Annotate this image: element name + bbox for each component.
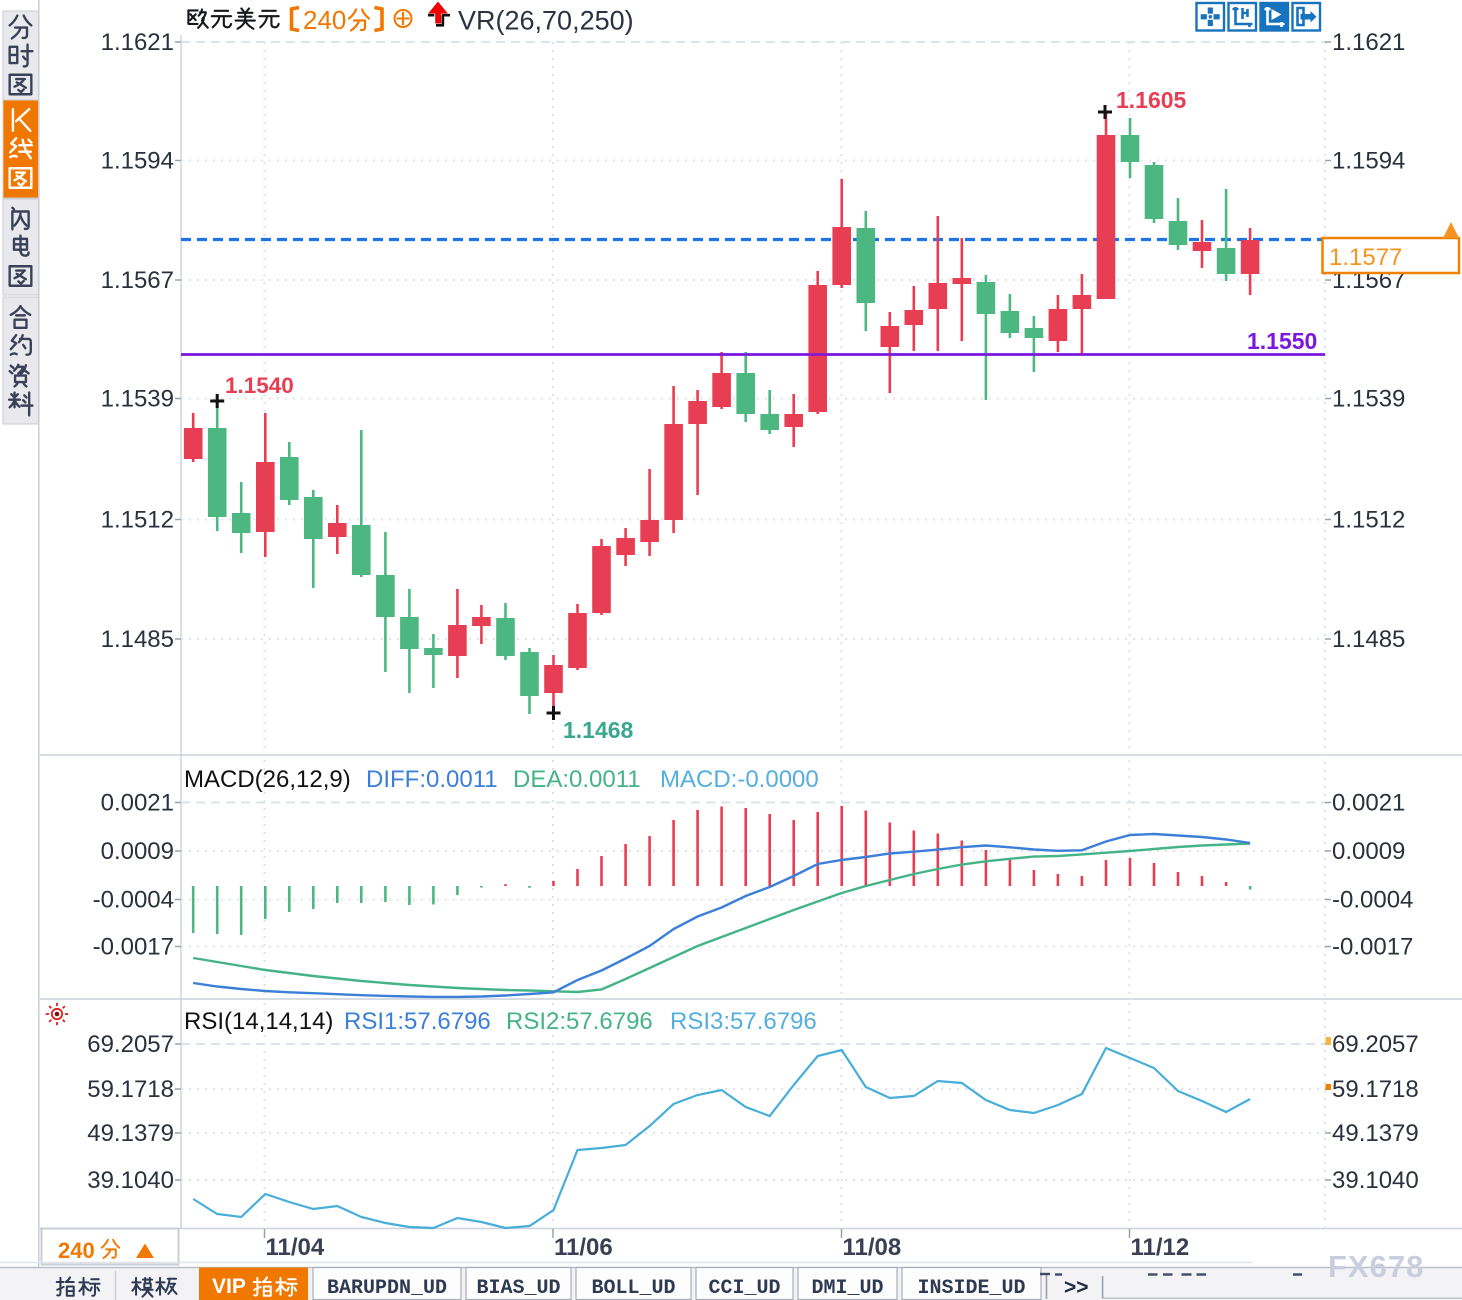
svg-text:-0.0017: -0.0017: [1332, 934, 1413, 961]
svg-text:RSI1:57.6796: RSI1:57.6796: [344, 1008, 491, 1035]
svg-text:69.2057: 69.2057: [1332, 1031, 1419, 1058]
svg-text:69.2057: 69.2057: [87, 1031, 174, 1058]
svg-text:MACD:-0.0000: MACD:-0.0000: [660, 766, 819, 793]
svg-text:-0.0004: -0.0004: [93, 887, 174, 914]
svg-text:MACD(26,12,9): MACD(26,12,9): [184, 766, 351, 793]
svg-text:>>: >>: [1064, 1276, 1089, 1299]
svg-text:0.0021: 0.0021: [1332, 790, 1405, 817]
svg-text:RSI3:57.6796: RSI3:57.6796: [670, 1008, 817, 1035]
svg-text:1.1567: 1.1567: [101, 267, 174, 294]
svg-text:11/08: 11/08: [843, 1234, 902, 1261]
svg-text:VIP: VIP: [212, 1275, 246, 1298]
svg-text:DMI_UD: DMI_UD: [811, 1277, 883, 1300]
svg-text:59.1718: 59.1718: [87, 1076, 174, 1103]
svg-text:49.1379: 49.1379: [87, 1120, 174, 1147]
svg-text:RSI(14,14,14): RSI(14,14,14): [184, 1008, 333, 1035]
svg-text:1.1605: 1.1605: [1116, 87, 1187, 113]
svg-text:BARUPDN_UD: BARUPDN_UD: [327, 1277, 447, 1300]
svg-text:1.1577: 1.1577: [1329, 244, 1402, 271]
svg-text:FX678: FX678: [1328, 1249, 1424, 1284]
svg-text:RSI2:57.6796: RSI2:57.6796: [506, 1008, 653, 1035]
svg-text:-0.0017: -0.0017: [93, 934, 174, 961]
svg-text:1.1539: 1.1539: [101, 386, 174, 413]
svg-text:1.1468: 1.1468: [563, 717, 634, 743]
svg-text:BOLL_UD: BOLL_UD: [591, 1277, 675, 1300]
svg-text:INSIDE_UD: INSIDE_UD: [917, 1277, 1025, 1300]
svg-text:0.0009: 0.0009: [1332, 838, 1405, 865]
svg-text:59.1718: 59.1718: [1332, 1076, 1419, 1103]
svg-text:1.1594: 1.1594: [101, 148, 174, 175]
svg-text:-0.0004: -0.0004: [1332, 887, 1413, 914]
svg-text:240: 240: [303, 5, 346, 35]
svg-text:11/04: 11/04: [266, 1234, 325, 1261]
svg-text:240: 240: [58, 1238, 95, 1263]
svg-text:39.1040: 39.1040: [1332, 1167, 1419, 1194]
svg-text:49.1379: 49.1379: [1332, 1120, 1419, 1147]
svg-text:1.1539: 1.1539: [1332, 386, 1405, 413]
svg-text:1.1621: 1.1621: [1332, 29, 1405, 56]
svg-text:11/12: 11/12: [1131, 1234, 1190, 1261]
svg-text:1.1540: 1.1540: [225, 373, 294, 398]
svg-text:1.1512: 1.1512: [101, 507, 174, 534]
svg-text:BIAS_UD: BIAS_UD: [476, 1277, 560, 1300]
svg-text:1.1512: 1.1512: [1332, 507, 1405, 534]
svg-text:1.1550: 1.1550: [1247, 328, 1317, 354]
svg-text:0.0009: 0.0009: [101, 838, 174, 865]
svg-text:DEA:0.0011: DEA:0.0011: [513, 766, 641, 793]
svg-text:1.1485: 1.1485: [101, 626, 174, 653]
svg-text:1.1594: 1.1594: [1332, 148, 1405, 175]
svg-text:VR(26,70,250): VR(26,70,250): [458, 6, 634, 36]
svg-text:0.0021: 0.0021: [101, 790, 174, 817]
svg-text:39.1040: 39.1040: [87, 1167, 174, 1194]
svg-text:DIFF:0.0011: DIFF:0.0011: [366, 766, 498, 793]
svg-text:11/06: 11/06: [554, 1234, 613, 1261]
svg-text:CCI_UD: CCI_UD: [708, 1277, 780, 1300]
svg-text:1.1621: 1.1621: [101, 29, 174, 56]
svg-text:1.1485: 1.1485: [1332, 626, 1405, 653]
